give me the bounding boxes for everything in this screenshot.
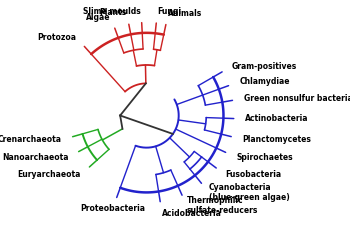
- Text: Actinobacteria: Actinobacteria: [245, 114, 309, 123]
- Text: Crenarchaeota: Crenarchaeota: [0, 135, 62, 144]
- Text: Acidobacteria: Acidobacteria: [162, 209, 222, 218]
- Text: Proteobacteria: Proteobacteria: [80, 204, 145, 213]
- Text: Spirochaetes: Spirochaetes: [236, 153, 293, 162]
- Text: Thermophilic
sulfate-reducers: Thermophilic sulfate-reducers: [187, 196, 258, 215]
- Text: Gram-positives: Gram-positives: [232, 62, 297, 71]
- Text: Chlamydiae: Chlamydiae: [239, 77, 290, 86]
- Text: Fungi: Fungi: [158, 7, 182, 16]
- Text: Euryarchaeota: Euryarchaeota: [18, 170, 81, 179]
- Text: Plants: Plants: [99, 9, 127, 18]
- Text: Protozoa: Protozoa: [38, 33, 77, 42]
- Text: Cyanobacteria
(blue-green algae): Cyanobacteria (blue-green algae): [209, 182, 289, 202]
- Text: Nanoarchaeota: Nanoarchaeota: [2, 152, 69, 161]
- Text: Algae: Algae: [86, 13, 111, 22]
- Text: Fusobacteria: Fusobacteria: [225, 170, 281, 179]
- Text: Slime moulds: Slime moulds: [83, 7, 141, 16]
- Text: Animals: Animals: [168, 9, 203, 18]
- Text: Planctomycetes: Planctomycetes: [242, 135, 311, 144]
- Text: Green nonsulfur bacteria: Green nonsulfur bacteria: [244, 94, 350, 103]
